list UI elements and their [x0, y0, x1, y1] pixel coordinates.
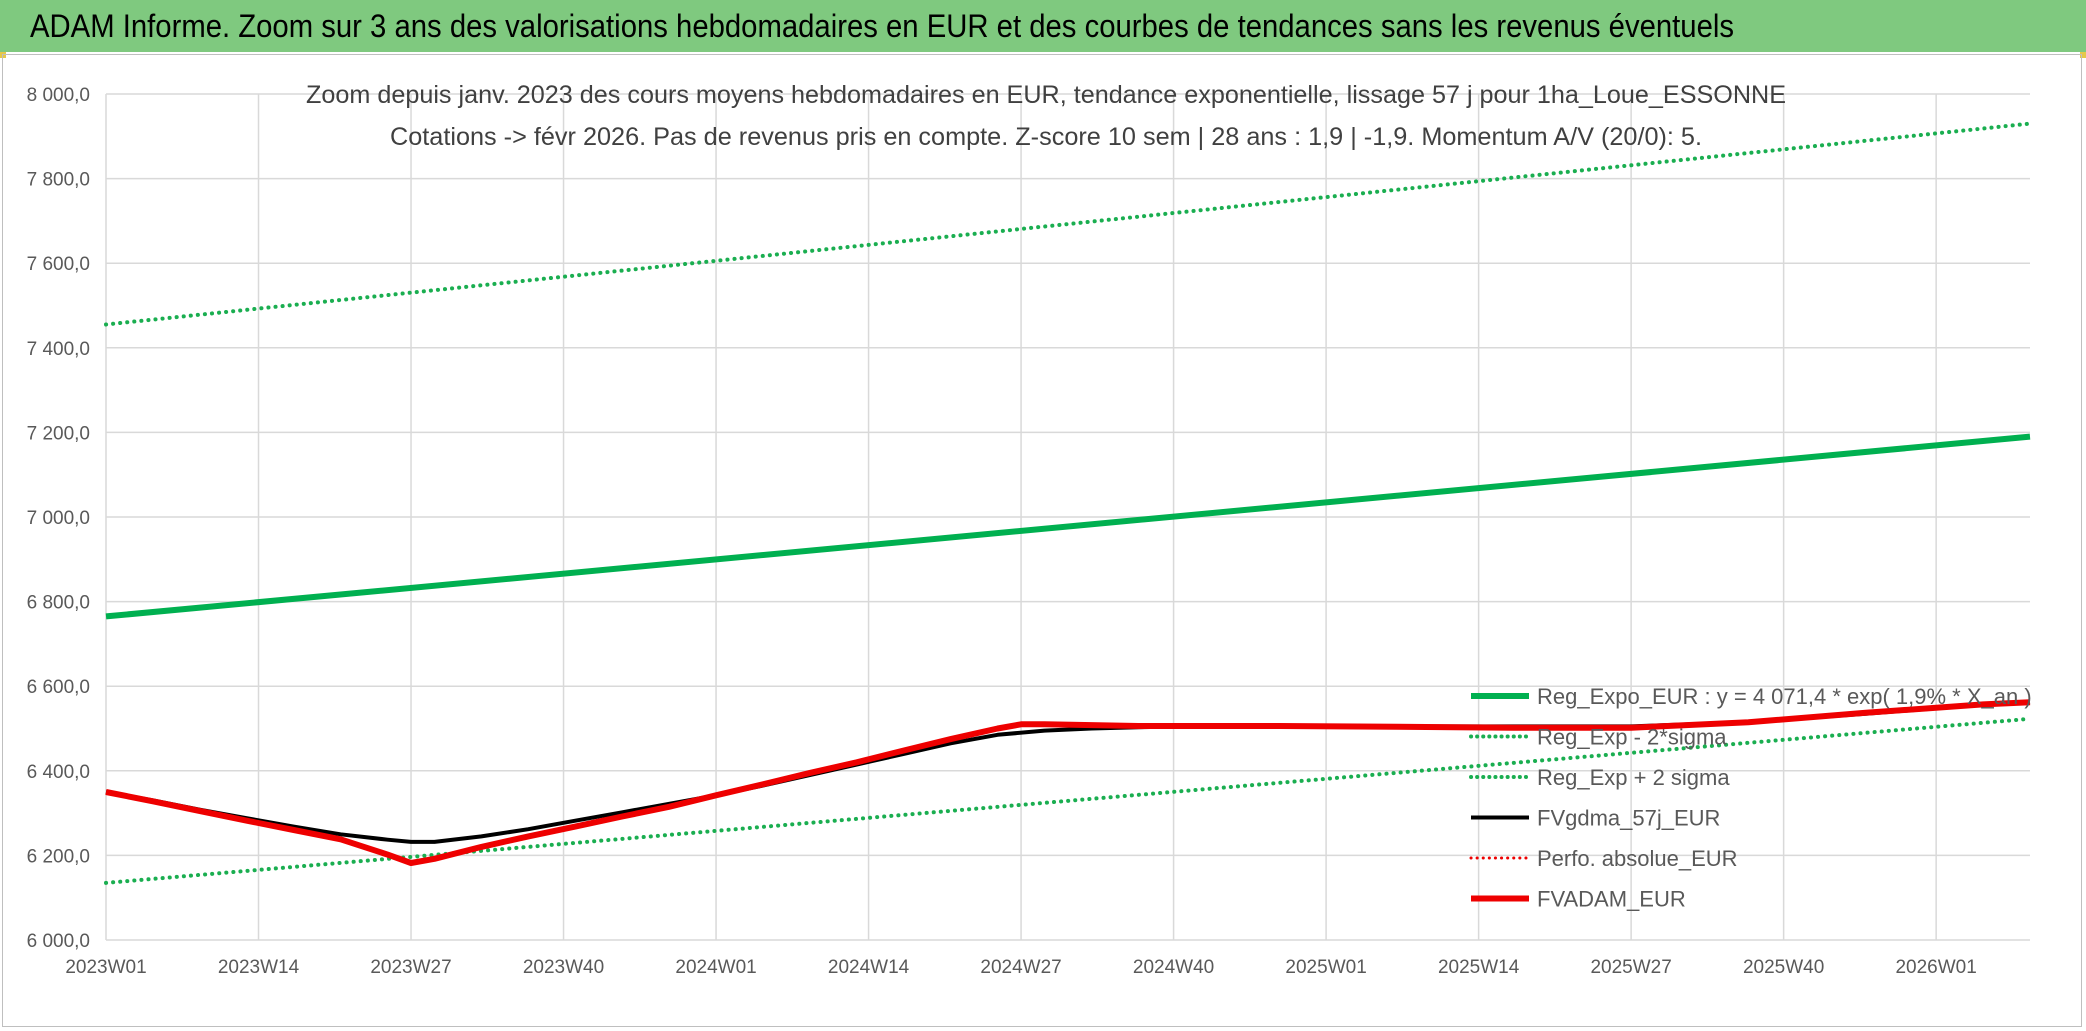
chart-title-line-1: Zoom depuis janv. 2023 des cours moyens …	[306, 81, 1786, 109]
x-tick-label: 2023W27	[370, 957, 451, 978]
series-line-1	[104, 716, 2032, 885]
x-axis-ticks: 2023W01 2023W14 2023W27 2023W40 2024W01 2024W…	[65, 957, 1976, 978]
x-tick-label: 2023W40	[523, 957, 604, 978]
x-tick-label: 2023W01	[65, 957, 146, 978]
corner-accent-right	[2080, 52, 2086, 58]
chart-title: Zoom depuis janv. 2023 des cours moyens …	[306, 81, 1786, 151]
y-tick-label: 7 000,0	[27, 508, 90, 529]
y-tick-label: 6 600,0	[27, 677, 90, 698]
corner-accent-left	[0, 52, 6, 58]
legend-label: Reg_Expo_EUR : y = 4 071,4 * exp( 1,9% *…	[1537, 684, 2032, 709]
x-tick-label: 2023W14	[218, 957, 300, 978]
x-tick-label: 2025W40	[1743, 957, 1824, 978]
gridlines	[105, 93, 2030, 941]
title-banner: ADAM Informe. Zoom sur 3 ans des valoris…	[0, 0, 2086, 52]
legend-label: FVADAM_EUR	[1537, 887, 1686, 912]
series-line-0	[105, 433, 2031, 620]
y-tick-label: 6 000,0	[27, 931, 90, 952]
series-lines	[104, 121, 2032, 885]
y-tick-label: 6 800,0	[27, 593, 90, 614]
x-tick-label: 2025W27	[1590, 957, 1671, 978]
legend-label: Perfo. absolue_EUR	[1537, 846, 1738, 871]
legend: Reg_Expo_EUR : y = 4 071,4 * exp( 1,9% *…	[1469, 684, 2032, 912]
x-tick-label: 2024W27	[980, 957, 1061, 978]
legend-label: FVgdma_57j_EUR	[1537, 806, 1720, 831]
y-tick-label: 6 200,0	[27, 846, 90, 867]
x-tick-label: 2024W40	[1133, 957, 1214, 978]
line-chart: 6 000,0 6 200,0 6 400,0 6 600,0 6 800,0 7 000…	[27, 81, 2032, 978]
x-tick-label: 2026W01	[1895, 957, 1976, 978]
x-tick-label: 2024W01	[675, 957, 756, 978]
y-tick-label: 7 600,0	[27, 254, 90, 275]
y-axis-ticks: 6 000,0 6 200,0 6 400,0 6 600,0 6 800,0 7 000…	[27, 85, 90, 952]
chart-frame: 6 000,0 6 200,0 6 400,0 6 600,0 6 800,0 7 000…	[2, 54, 2082, 1027]
series-line-2	[104, 121, 2032, 327]
series-line-5	[105, 699, 2031, 866]
x-tick-label: 2025W14	[1438, 957, 1520, 978]
chart-title-line-2: Cotations -> févr 2026. Pas de revenus p…	[390, 123, 1702, 151]
x-tick-label: 2025W01	[1285, 957, 1366, 978]
banner-title: ADAM Informe. Zoom sur 3 ans des valoris…	[30, 8, 1735, 44]
y-tick-label: 7 800,0	[27, 170, 90, 191]
y-tick-label: 6 400,0	[27, 762, 90, 783]
y-tick-label: 8 000,0	[27, 85, 90, 106]
legend-label: Reg_Exp + 2 sigma	[1537, 765, 1730, 790]
x-tick-label: 2024W14	[828, 957, 910, 978]
y-tick-label: 7 400,0	[27, 339, 90, 360]
legend-label: Reg_Exp - 2*sigma	[1537, 725, 1727, 750]
y-tick-label: 7 200,0	[27, 423, 90, 444]
